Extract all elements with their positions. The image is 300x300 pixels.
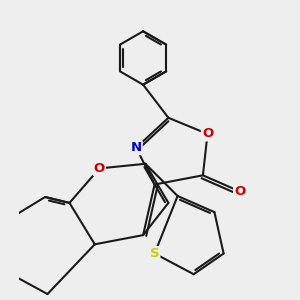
Text: O: O xyxy=(202,128,213,140)
Text: O: O xyxy=(234,185,245,198)
Text: O: O xyxy=(94,162,105,175)
Text: N: N xyxy=(130,141,142,154)
Text: S: S xyxy=(150,247,159,260)
